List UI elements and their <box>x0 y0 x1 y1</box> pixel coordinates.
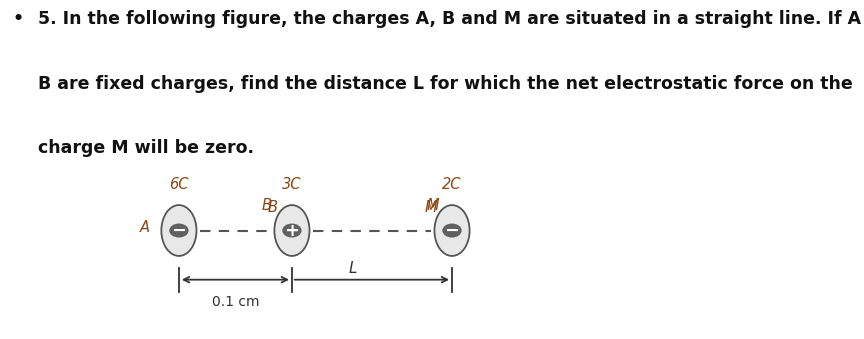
Text: +: + <box>284 221 300 240</box>
Ellipse shape <box>283 223 302 238</box>
Text: A: A <box>140 220 150 235</box>
Text: 3C: 3C <box>283 177 302 192</box>
Text: charge M will be zero.: charge M will be zero. <box>38 139 254 157</box>
Text: 0.1 cm: 0.1 cm <box>212 295 259 309</box>
Ellipse shape <box>162 205 196 256</box>
Text: B: B <box>261 198 271 213</box>
Ellipse shape <box>275 205 309 256</box>
Text: 2C: 2C <box>442 177 461 192</box>
Text: B: B <box>268 200 277 215</box>
Text: •: • <box>13 10 23 28</box>
Text: 5. In the following figure, the charges A, B and M are situated in a straight li: 5. In the following figure, the charges … <box>38 10 864 28</box>
Text: M: M <box>425 200 437 215</box>
Text: L: L <box>348 261 357 276</box>
Text: −: − <box>444 221 460 240</box>
Text: −: − <box>171 221 187 240</box>
Ellipse shape <box>442 223 461 238</box>
Text: B are fixed charges, find the distance L for which the net electrostatic force o: B are fixed charges, find the distance L… <box>38 75 853 93</box>
Ellipse shape <box>169 223 188 238</box>
Text: 6C: 6C <box>169 177 188 192</box>
Text: M: M <box>427 198 440 213</box>
Ellipse shape <box>435 205 470 256</box>
